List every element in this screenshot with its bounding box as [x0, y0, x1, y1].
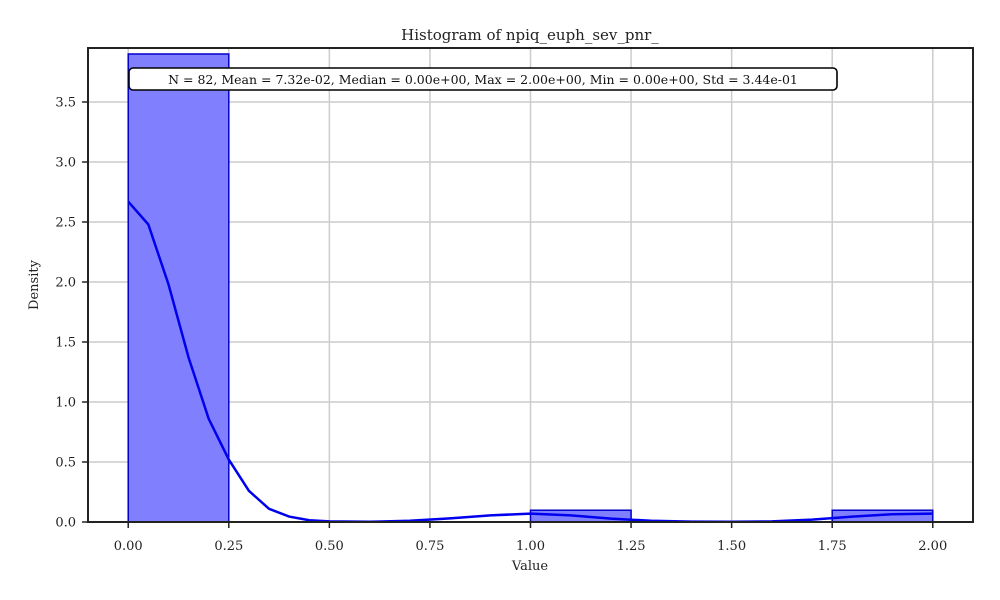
x-tick-label-6: 1.50 [717, 539, 746, 554]
grid [88, 48, 973, 523]
x-tick-label-2: 0.50 [315, 539, 344, 554]
y-tick-label-0: 0.0 [55, 516, 76, 531]
stats-box: N = 82, Mean = 7.32e-02, Median = 0.00e+… [128, 67, 838, 91]
histogram-bar-0 [127, 53, 230, 523]
y-axis-ticks: 0.0 0.5 1.0 1.5 2.0 2.5 3.0 3.5 [55, 96, 88, 531]
y-tick-label-1: 0.5 [55, 456, 76, 471]
x-tick-label-7: 1.75 [818, 539, 847, 554]
chart-title: Histogram of npiq_euph_sev_pnr_ [401, 26, 659, 44]
x-tick-label-1: 0.25 [214, 539, 243, 554]
y-tick-label-6: 3.0 [55, 156, 76, 171]
x-axis-ticks: 0.00 0.25 0.50 0.75 1.00 1.25 1.50 1.75 2.00 [114, 522, 947, 554]
x-tick-label-0: 0.00 [114, 539, 143, 554]
y-tick-label-2: 1.0 [55, 396, 76, 411]
x-axis-label: Value [511, 559, 548, 574]
x-tick-label-8: 2.00 [918, 539, 947, 554]
y-axis-label: Density [27, 259, 42, 310]
stats-box-border [128, 67, 838, 91]
y-tick-label-7: 3.5 [55, 96, 76, 111]
y-tick-label-5: 2.5 [55, 216, 76, 231]
y-tick-label-3: 1.5 [55, 336, 76, 351]
stats-text: N = 82, Mean = 7.32e-02, Median = 0.00e+… [168, 72, 798, 87]
y-tick-label-4: 2.0 [55, 276, 76, 291]
x-tick-label-4: 1.00 [516, 539, 545, 554]
x-tick-label-5: 1.25 [617, 539, 646, 554]
x-tick-label-3: 0.75 [415, 539, 444, 554]
